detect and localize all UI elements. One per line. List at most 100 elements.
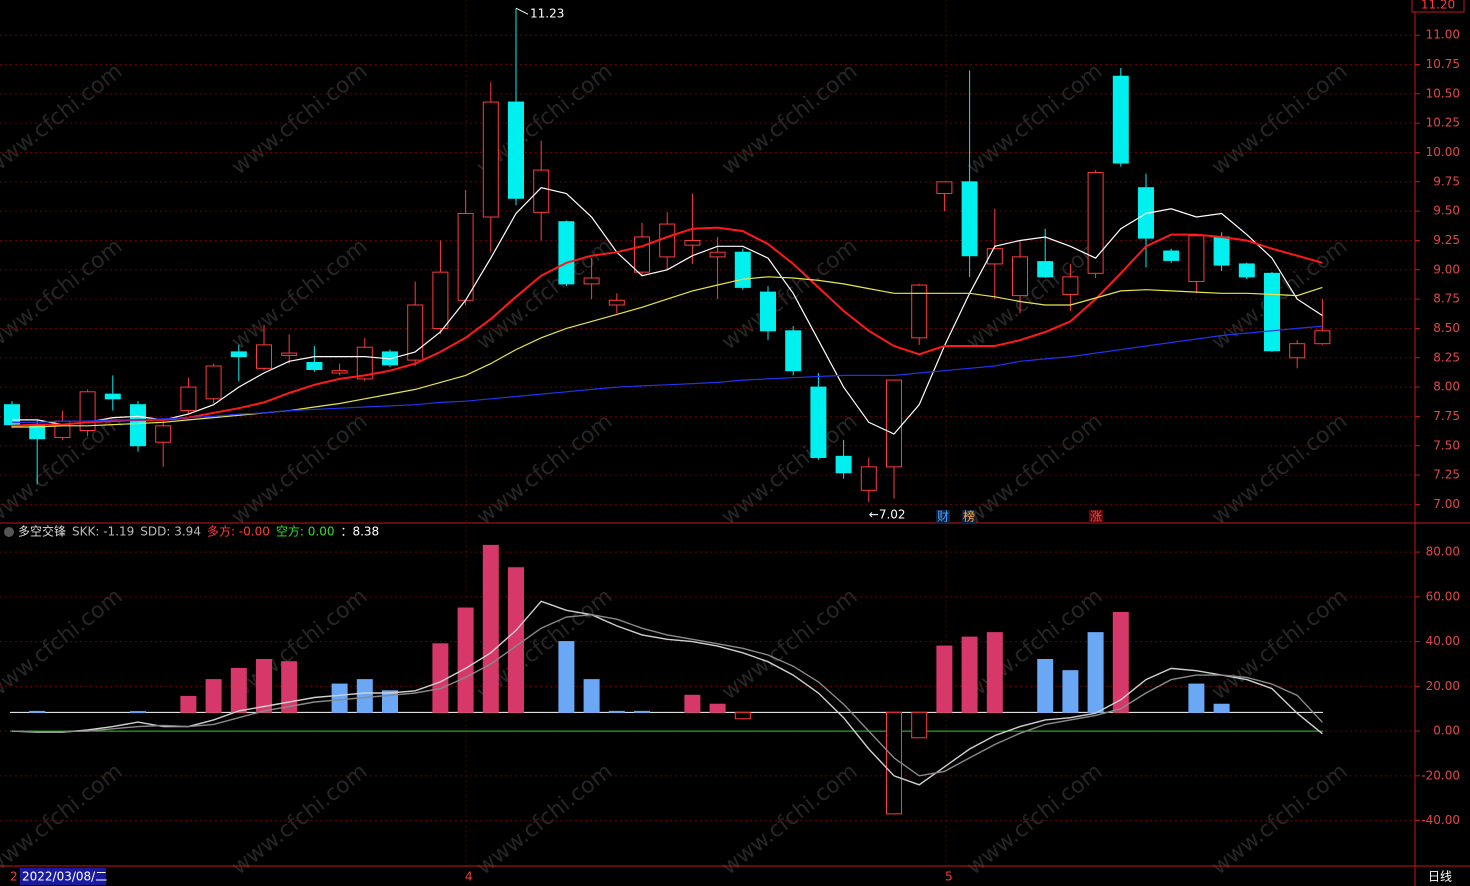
indicator-bar	[230, 667, 247, 713]
candle-body	[79, 391, 96, 432]
y-tick-label: 20.00	[1426, 679, 1460, 693]
indicator-bar	[583, 679, 600, 713]
low-annotation: ←7.02	[869, 508, 906, 522]
y-tick-label: 8.25	[1433, 350, 1460, 364]
candle-body	[4, 404, 20, 426]
indicator-bar	[1087, 632, 1104, 713]
y-tick-label: 60.00	[1426, 589, 1460, 603]
moving-average	[11, 226, 1323, 427]
event-mark: 榜	[963, 509, 975, 524]
y-tick-label: 40.00	[1426, 634, 1460, 648]
candle-body	[155, 425, 172, 443]
y-tick-label: 8.50	[1433, 321, 1460, 335]
y-tick-label: 80.00	[1426, 545, 1460, 559]
y-tick-label: 7.25	[1433, 468, 1460, 482]
candle-body	[1188, 235, 1205, 283]
indicator-bar	[382, 690, 398, 713]
indicator-title: 多空交锋	[18, 524, 66, 539]
y-tick-label: 9.25	[1433, 233, 1460, 247]
candle-body	[1213, 236, 1230, 266]
candle-body	[533, 169, 550, 213]
event-mark-box	[936, 510, 950, 523]
y-tick-label: 9.50	[1433, 204, 1460, 218]
candle-body	[281, 352, 298, 356]
indicator-bar	[1037, 658, 1054, 713]
candle-body	[1062, 276, 1079, 295]
candle-body	[734, 251, 751, 288]
candle-body	[886, 379, 902, 468]
month-label: 2	[10, 870, 18, 884]
candle-body	[457, 212, 474, 301]
candle-body	[1314, 330, 1331, 345]
candle-body	[1264, 272, 1280, 352]
event-mark-box	[1089, 510, 1103, 523]
y-tick-label: 11.00	[1426, 28, 1460, 42]
candle-body	[709, 251, 726, 258]
indicator-bar	[457, 607, 474, 713]
indicator-bar	[608, 710, 625, 713]
indicator-bar	[936, 645, 953, 713]
candle-body	[306, 361, 323, 371]
collapse-icon[interactable]	[4, 527, 14, 537]
candle-body	[860, 466, 877, 491]
y-tick-label: 7.00	[1433, 497, 1460, 511]
indicator-line	[11, 613, 1323, 777]
candle-body	[961, 181, 978, 257]
y-tick-label: 10.25	[1426, 116, 1460, 130]
candle-body	[104, 393, 121, 400]
legend-entry: SKK: -1.19	[72, 525, 134, 539]
event-mark: 涨	[1090, 509, 1102, 524]
indicator-bar	[281, 661, 298, 713]
indicator-bar	[961, 636, 978, 713]
indicator-bar	[508, 567, 524, 713]
indicator-bar	[709, 703, 726, 713]
indicator-bar	[558, 641, 575, 713]
month-label: 4	[465, 870, 473, 884]
period-label[interactable]: 日线	[1428, 870, 1452, 884]
candle-body	[256, 344, 272, 369]
candle-body	[608, 299, 625, 306]
candle-body	[810, 386, 827, 458]
indicator-bar	[331, 683, 348, 713]
candle-body	[1037, 261, 1054, 278]
indicator-line	[11, 600, 1323, 786]
price-tag: 11.20	[1421, 0, 1455, 12]
candle-body	[558, 221, 575, 285]
indicator-bar	[1112, 611, 1129, 713]
legend-entry: 多方: -0.00	[207, 524, 270, 539]
indicator-bar	[911, 711, 928, 739]
y-tick-label: -20.00	[1421, 768, 1460, 782]
cursor-date: 2022/03/08/二	[22, 870, 107, 884]
date-box	[20, 868, 106, 885]
indicator-bar	[130, 711, 146, 714]
candle-body	[583, 277, 600, 285]
candle-body	[331, 370, 348, 374]
y-tick-label: 10.75	[1426, 57, 1460, 71]
event-mark-box	[962, 510, 976, 523]
candle-body	[684, 239, 701, 246]
candle-body	[180, 386, 197, 412]
indicator-bar	[986, 632, 1003, 713]
y-tick-label: 7.75	[1433, 409, 1460, 423]
y-tick-label: 10.50	[1426, 86, 1460, 100]
candle-body	[1112, 75, 1129, 164]
indicator-bar	[432, 643, 449, 713]
candle-body	[1087, 171, 1104, 274]
high-annotation: 11.23	[530, 7, 564, 21]
candle-body	[407, 304, 424, 361]
y-tick-label: 9.75	[1433, 174, 1460, 188]
indicator-bar	[356, 679, 373, 713]
candle-body	[835, 455, 852, 474]
candle-body	[936, 181, 953, 195]
candle-body	[659, 223, 676, 258]
y-tick-label: 8.00	[1433, 380, 1460, 394]
y-tick-label: -40.00	[1421, 813, 1460, 827]
indicator-bar	[886, 711, 902, 815]
y-tick-label: 10.00	[1426, 145, 1460, 159]
candle-body	[1163, 250, 1180, 261]
indicator-bar	[256, 658, 272, 713]
month-label: 5	[945, 870, 953, 884]
y-tick-label: 0.00	[1433, 724, 1460, 738]
